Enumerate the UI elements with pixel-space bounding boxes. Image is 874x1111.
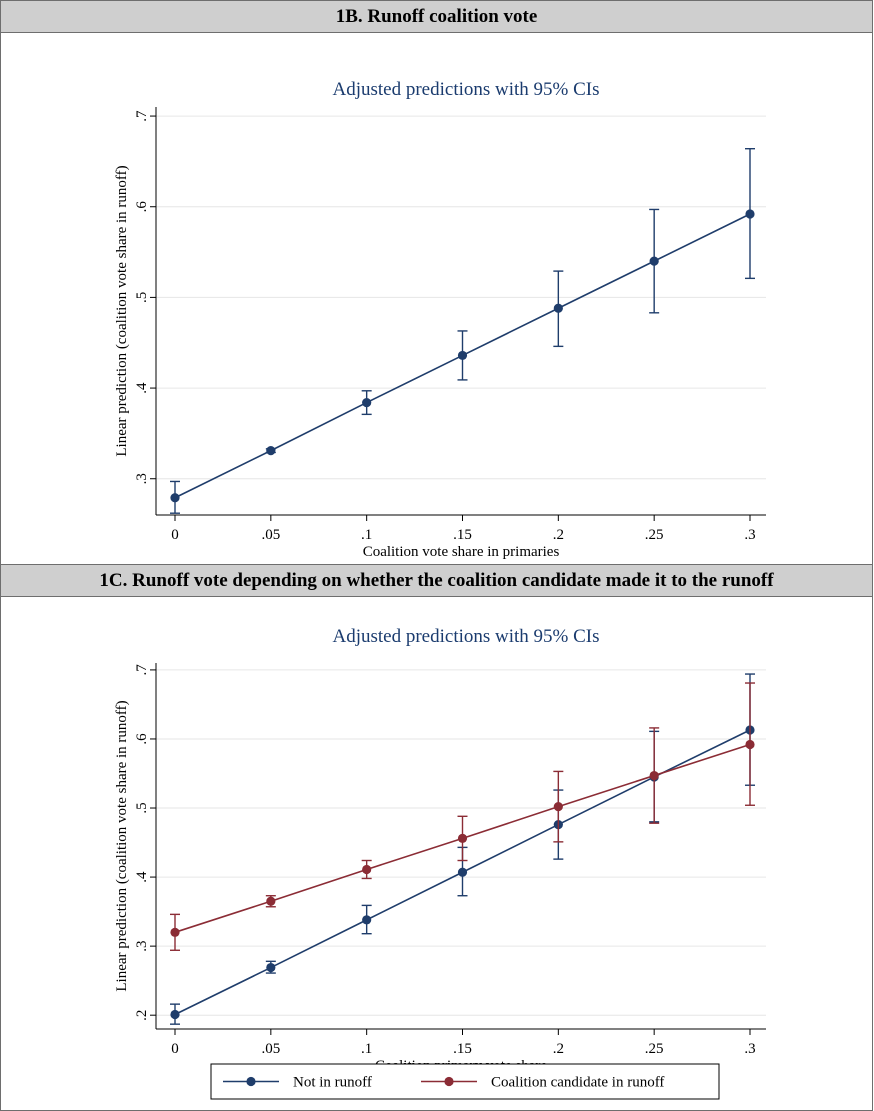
chart-title: Adjusted predictions with 95% CIs — [332, 626, 599, 647]
y-tick-label: .3 — [134, 473, 150, 484]
y-axis-label: Linear prediction (coalition vote share … — [114, 165, 130, 456]
x-tick-label: .3 — [744, 1041, 755, 1057]
y-axis-label: Linear prediction (coalition vote share … — [114, 700, 130, 991]
data-point — [457, 833, 468, 844]
x-tick-label: 0 — [171, 527, 179, 543]
data-point — [745, 209, 755, 219]
data-point — [170, 1009, 180, 1020]
data-point — [362, 864, 372, 875]
chart-1b: Adjusted predictions with 95% CIs .3 .4 .5.… — [114, 79, 766, 560]
legend-label: Coalition candidate in runoff — [491, 1075, 664, 1091]
panel-1c-header: 1C. Runoff vote depending on whether the… — [1, 565, 872, 597]
chart-1c: Adjusted predictions with 95% CIs .2 .3 .4.… — [114, 626, 766, 1100]
data-point — [457, 867, 468, 877]
data-point — [553, 802, 563, 812]
x-tick-label: .1 — [361, 1041, 372, 1057]
x-tick-label: 0 — [171, 1041, 179, 1057]
data-point — [649, 770, 659, 781]
y-tick-label: .7 — [134, 664, 150, 676]
data-point — [745, 739, 755, 750]
data-point — [649, 256, 659, 266]
legend-label: Not in runoff — [293, 1075, 372, 1091]
x-tick-label: .2 — [553, 527, 564, 543]
y-tick-label: .2 — [134, 1010, 150, 1021]
data-point — [362, 915, 372, 925]
series-1 — [170, 682, 755, 951]
x-tick-label: .15 — [453, 1041, 472, 1057]
panel-1b: 1B. Runoff coalition vote Adjusted predi… — [0, 0, 873, 565]
series-0 — [170, 148, 755, 514]
data-point — [170, 493, 180, 503]
legend-box — [210, 1063, 720, 1100]
y-tick-label: .5 — [134, 292, 150, 303]
data-point — [266, 446, 276, 456]
x-tick-label: .3 — [744, 527, 755, 543]
x-tick-label: .2 — [553, 1041, 564, 1057]
y-tick-label: .4 — [134, 382, 150, 394]
x-tick-label: .25 — [645, 1041, 664, 1057]
data-point — [170, 927, 180, 937]
data-point — [266, 896, 276, 906]
x-tick-label: .1 — [361, 527, 372, 543]
x-axis-label: Coalition vote share in primaries — [363, 544, 560, 560]
legend: Not in runoff Coalition candidate in runo… — [210, 1063, 720, 1100]
legend-swatch-marker — [246, 1076, 256, 1087]
y-tick-label: .7 — [134, 110, 150, 122]
legend-swatch-marker — [444, 1076, 454, 1087]
y-tick-label: .3 — [134, 941, 150, 952]
panel-1b-header: 1B. Runoff coalition vote — [1, 1, 872, 33]
y-tick-label: .4 — [134, 871, 150, 883]
data-point — [553, 303, 563, 313]
x-tick-label: .15 — [453, 527, 472, 543]
data-point — [266, 962, 276, 973]
data-point — [362, 397, 372, 408]
y-tick-label: .6 — [134, 201, 150, 213]
data-point — [457, 350, 468, 361]
panel-1c: 1C. Runoff vote depending on whether the… — [0, 564, 873, 1111]
y-tick-label: .5 — [134, 802, 150, 813]
x-tick-label: .05 — [261, 1041, 280, 1057]
y-tick-label: .6 — [134, 733, 150, 745]
x-tick-label: .25 — [645, 527, 664, 543]
chart-title: Adjusted predictions with 95% CIs — [332, 79, 599, 100]
x-tick-label: .05 — [261, 527, 280, 543]
